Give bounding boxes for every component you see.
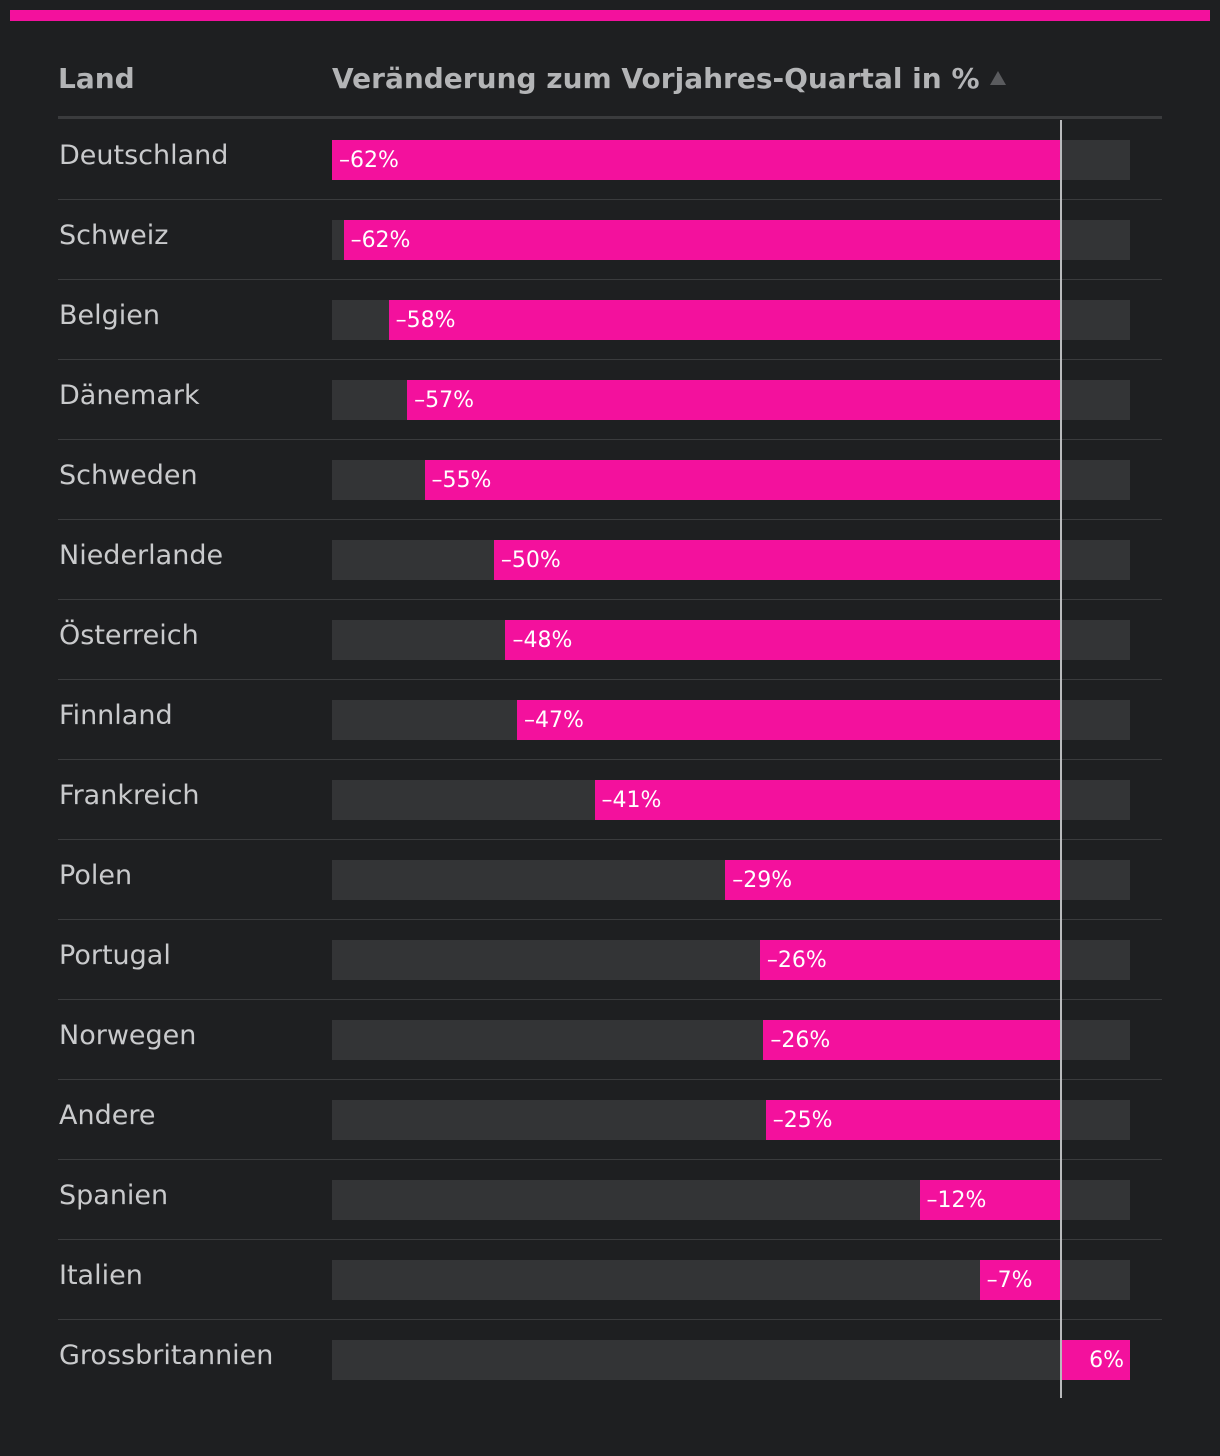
bar-track: –7%	[332, 1260, 1130, 1300]
bar-track: –26%	[332, 1020, 1130, 1060]
bar	[407, 380, 1061, 420]
table-row: Andere –25%	[58, 1080, 1162, 1160]
country-label: Belgien	[59, 300, 160, 331]
bar-track: –12%	[332, 1180, 1130, 1220]
bar	[763, 1020, 1061, 1060]
bar	[343, 220, 1061, 260]
bar	[505, 620, 1061, 660]
table-row: Italien –7%	[58, 1240, 1162, 1320]
bar-value-label: –62%	[350, 228, 411, 253]
table-row: Niederlande –50%	[58, 520, 1162, 600]
bar	[919, 1180, 1061, 1220]
bar-track: –62%	[332, 140, 1130, 180]
country-label: Portugal	[59, 940, 171, 971]
table-row: Schweden –55%	[58, 440, 1162, 520]
bar-track: –62%	[332, 220, 1130, 260]
zero-line	[1060, 120, 1062, 1398]
country-label: Schweiz	[59, 220, 169, 251]
country-label: Schweden	[59, 460, 198, 491]
table-row: Deutschland –62%	[58, 120, 1162, 200]
bar-track: 6%	[332, 1340, 1130, 1380]
country-label: Österreich	[59, 620, 199, 651]
bar-track: –48%	[332, 620, 1130, 660]
country-label: Finnland	[59, 700, 173, 731]
country-label: Polen	[59, 860, 133, 891]
table-row: Frankreich –41%	[58, 760, 1162, 840]
table-row: Finnland –47%	[58, 680, 1162, 760]
bar-track: –58%	[332, 300, 1130, 340]
country-label: Norwegen	[59, 1020, 197, 1051]
country-label: Dänemark	[59, 380, 200, 411]
bar-value-label: –50%	[500, 548, 561, 573]
bar-value-label: –26%	[770, 1028, 831, 1053]
bar-value-label: –12%	[926, 1188, 987, 1213]
bar-value-label: –62%	[339, 148, 399, 173]
bar-value-label: –58%	[395, 308, 456, 333]
bar-track: –47%	[332, 700, 1130, 740]
bar-track: –25%	[332, 1100, 1130, 1140]
bar	[765, 1100, 1061, 1140]
table-row: Schweiz –62%	[58, 200, 1162, 280]
bar	[493, 540, 1061, 580]
bar-value-label: –25%	[772, 1108, 833, 1133]
bar-value-label: 6%	[1089, 1348, 1124, 1373]
bar	[759, 940, 1061, 980]
bar-value-label: –26%	[766, 948, 827, 973]
country-label: Andere	[59, 1100, 156, 1131]
chart-rows: Deutschland –62% Schweiz –62% Belgien –58% Dän…	[58, 120, 1162, 1399]
bar-value-label: –48%	[512, 628, 573, 653]
country-label: Frankreich	[59, 780, 200, 811]
bar-value-label: –55%	[431, 468, 492, 493]
column-header-land[interactable]: Land	[58, 62, 135, 95]
bar-value-label: –29%	[732, 868, 793, 893]
country-label: Grossbritannien	[59, 1340, 274, 1371]
sort-ascending-icon[interactable]	[989, 71, 1006, 85]
bar-track: –55%	[332, 460, 1130, 500]
table-row: Polen –29%	[58, 840, 1162, 920]
country-label: Deutschland	[59, 140, 229, 171]
bar-value-label: –7%	[986, 1268, 1033, 1293]
bar-track: –26%	[332, 940, 1130, 980]
table-row: Grossbritannien 6%	[58, 1320, 1162, 1399]
column-header-change-label: Veränderung zum Vorjahres-Quartal in %	[332, 62, 980, 95]
bar	[979, 1260, 1061, 1300]
bar	[1060, 1340, 1130, 1380]
table-row: Dänemark –57%	[58, 360, 1162, 440]
bar-value-label: –41%	[601, 788, 662, 813]
column-header-change[interactable]: Veränderung zum Vorjahres-Quartal in %	[332, 62, 1006, 95]
bar	[725, 860, 1061, 900]
country-label: Niederlande	[59, 540, 224, 571]
table-row: Portugal –26%	[58, 920, 1162, 1000]
bar	[517, 700, 1061, 740]
country-label: Spanien	[59, 1180, 169, 1211]
bar	[388, 300, 1061, 340]
country-label: Italien	[59, 1260, 143, 1291]
bar-track: –50%	[332, 540, 1130, 580]
bar-value-label: –57%	[414, 388, 475, 413]
accent-top-bar	[10, 10, 1210, 21]
table-header: Land Veränderung zum Vorjahres-Quartal i…	[58, 52, 1162, 119]
bar-track: –41%	[332, 780, 1130, 820]
bar-track: –57%	[332, 380, 1130, 420]
table-row: Belgien –58%	[58, 280, 1162, 360]
table-row: Norwegen –26%	[58, 1000, 1162, 1080]
bar	[332, 140, 1061, 180]
table-row: Österreich –48%	[58, 600, 1162, 680]
bar-track: –29%	[332, 860, 1130, 900]
table-row: Spanien –12%	[58, 1160, 1162, 1240]
bar	[424, 460, 1061, 500]
bar-value-label: –47%	[524, 708, 584, 733]
bar	[594, 780, 1061, 820]
